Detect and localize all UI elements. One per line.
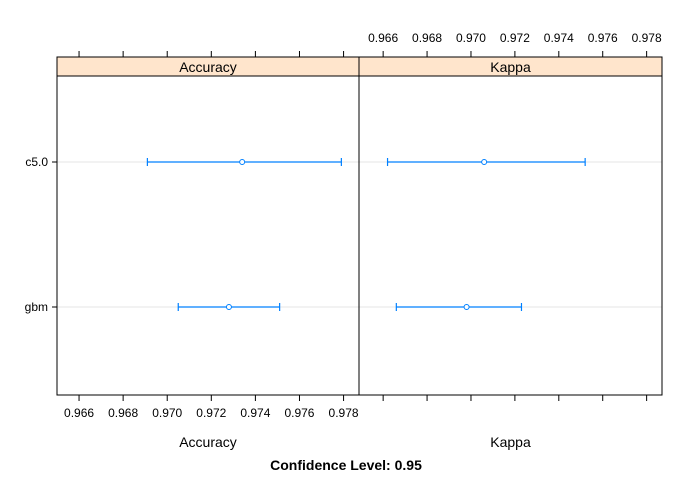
x-tick-label: 0.976	[284, 406, 314, 420]
y-tick-label: gbm	[25, 300, 48, 314]
x-tick-label: 0.978	[329, 406, 359, 420]
x-tick-label: 0.968	[108, 406, 138, 420]
point-kappa-gbm	[463, 304, 470, 310]
x-tick-label: 0.974	[544, 31, 574, 45]
x-tick-label: 0.972	[196, 406, 226, 420]
x-tick-label: 0.970	[456, 31, 486, 45]
x-tick-label: 0.970	[152, 406, 182, 420]
point-accuracy-gbm	[225, 304, 232, 310]
x-axis-label-accuracy: Accuracy	[179, 434, 237, 450]
chart-subtitle: Confidence Level: 0.95	[270, 457, 422, 473]
x-tick-label: 0.968	[412, 31, 442, 45]
x-tick-label: 0.978	[632, 31, 662, 45]
x-tick-label: 0.966	[64, 406, 94, 420]
panel-frame-0	[56, 75, 360, 396]
point-kappa-c5.0	[481, 159, 488, 165]
x-tick-label: 0.966	[368, 31, 398, 45]
panel-frame-1	[358, 75, 663, 396]
strip-label-kappa: Kappa	[490, 59, 531, 75]
point-accuracy-c5.0	[239, 159, 246, 165]
x-tick-label: 0.976	[588, 31, 618, 45]
x-axis-label-kappa: Kappa	[490, 434, 531, 450]
x-tick-label: 0.974	[240, 406, 270, 420]
strip-label-accuracy: Accuracy	[179, 59, 237, 75]
x-tick-label: 0.972	[500, 31, 530, 45]
y-tick-label: c5.0	[25, 155, 48, 169]
